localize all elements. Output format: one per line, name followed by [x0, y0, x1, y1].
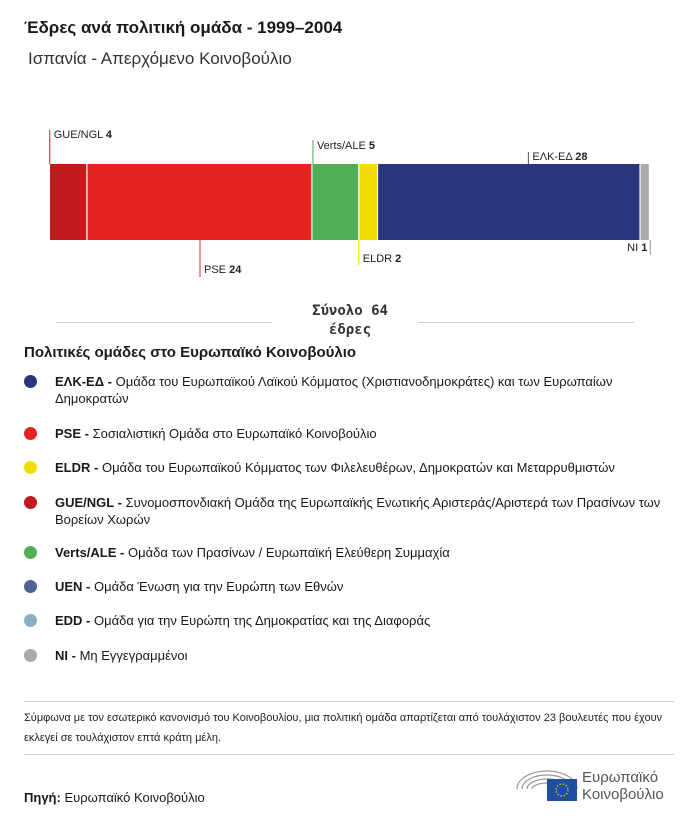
- legend-dot: [24, 427, 37, 440]
- bar-segment-NI: [640, 164, 649, 240]
- legend-item: NI - Μη Εγγεγραμμένοι: [24, 647, 674, 664]
- divider: [24, 754, 674, 755]
- legend-abbr: GUE/NGL -: [55, 495, 122, 510]
- segment-name: ΕΛΚ-ΕΔ: [532, 151, 575, 163]
- legend-desc: Σοσιαλιστική Ομάδα στο Ευρωπαϊκό Κοινοβο…: [88, 426, 377, 441]
- segment-value: 1: [641, 242, 647, 254]
- legend-text: Verts/ALE - Ομάδα των Πρασίνων / Ευρωπαϊ…: [55, 544, 450, 561]
- legend-desc: Ομάδα του Ευρωπαϊκού Λαϊκού Κόμματος (Χρ…: [55, 374, 613, 406]
- legend-abbr: EDD -: [55, 613, 91, 628]
- bar-segment-GUE/NGL: [50, 164, 87, 240]
- segment-label: ELDR 2: [363, 253, 402, 265]
- segment-name: ELDR: [363, 253, 395, 265]
- legend-item: GUE/NGL - Συνομοσπονδιακή Ομάδα της Ευρω…: [24, 494, 674, 528]
- legend-item: Verts/ALE - Ομάδα των Πρασίνων / Ευρωπαϊ…: [24, 544, 674, 561]
- legend-abbr: ΕΛΚ-ΕΔ -: [55, 374, 113, 389]
- segment-value: 2: [395, 253, 401, 265]
- legend-dot: [24, 649, 37, 662]
- legend-item: UEN - Ομάδα Ένωση για την Ευρώπη των Εθν…: [24, 578, 674, 595]
- logo-line2: Κοινοβούλιο: [582, 786, 664, 803]
- divider: [56, 322, 272, 323]
- segment-value: 5: [369, 140, 375, 152]
- footnote: Σύμφωνα με τον εσωτερικό κανονισμό του Κ…: [24, 712, 663, 744]
- legend-text: GUE/NGL - Συνομοσπονδιακή Ομάδα της Ευρω…: [55, 494, 674, 528]
- legend-item: PSE - Σοσιαλιστική Ομάδα στο Ευρωπαϊκό Κ…: [24, 425, 674, 442]
- legend-text: UEN - Ομάδα Ένωση για την Ευρώπη των Εθν…: [55, 578, 343, 595]
- legend-text: ELDR - Ομάδα του Ευρωπαϊκού Κόμματος των…: [55, 459, 615, 476]
- divider: [24, 701, 674, 702]
- legend-desc: Ομάδα των Πρασίνων / Ευρωπαϊκή Ελεύθερη …: [124, 545, 450, 560]
- segment-value: 4: [106, 129, 113, 141]
- logo-text: Ευρωπαϊκό Κοινοβούλιο: [582, 769, 664, 803]
- legend-dot: [24, 496, 37, 509]
- legend-abbr: NI -: [55, 648, 76, 663]
- source: Πηγή: Ευρωπαϊκό Κοινοβούλιο: [24, 790, 205, 805]
- legend-dot: [24, 375, 37, 388]
- segment-label: Verts/ALE 5: [317, 140, 375, 152]
- legend-text: NI - Μη Εγγεγραμμένοι: [55, 647, 188, 664]
- total-unit: έδρες: [328, 322, 372, 338]
- legend-desc: Ομάδα του Ευρωπαϊκού Κόμματος των Φιλελε…: [98, 460, 615, 475]
- legend-dot: [24, 614, 37, 627]
- total-seats: Σύνολο 64 έδρες: [280, 302, 420, 340]
- legend-desc: Συνομοσπονδιακή Ομάδα της Ευρωπαϊκής Ενω…: [55, 495, 661, 527]
- bar-segment-ELDR: [359, 164, 377, 240]
- segment-value: 28: [575, 151, 587, 163]
- legend-text: EDD - Ομάδα για την Ευρώπη της Δημοκρατί…: [55, 612, 430, 629]
- legend-dot: [24, 461, 37, 474]
- legend-desc: Μη Εγγεγραμμένοι: [75, 648, 188, 663]
- legend-item: EDD - Ομάδα για την Ευρώπη της Δημοκρατί…: [24, 612, 674, 629]
- segment-label: GUE/NGL 4: [54, 129, 113, 141]
- bar-segment-PSE: [87, 164, 312, 240]
- legend-text: PSE - Σοσιαλιστική Ομάδα στο Ευρωπαϊκό Κ…: [55, 425, 377, 442]
- segment-value: 24: [229, 264, 242, 276]
- legend-abbr: Verts/ALE -: [55, 545, 125, 560]
- bar-segment-Verts/ALE: [312, 164, 359, 240]
- legend-abbr: ELDR -: [55, 460, 99, 475]
- segment-label: ΕΛΚ-ΕΔ 28: [532, 151, 587, 163]
- divider: [418, 322, 634, 323]
- legend-desc: Ομάδα Ένωση για την Ευρώπη των Εθνών: [90, 579, 344, 594]
- source-value: Ευρωπαϊκό Κοινοβούλιο: [60, 790, 205, 805]
- segment-name: NI: [627, 242, 641, 254]
- legend-item: ΕΛΚ-ΕΔ - Ομάδα του Ευρωπαϊκού Λαϊκού Κόμ…: [24, 373, 674, 407]
- segment-name: GUE/NGL: [54, 129, 106, 141]
- legend-item: ELDR - Ομάδα του Ευρωπαϊκού Κόμματος των…: [24, 459, 674, 476]
- source-label: Πηγή:: [24, 790, 61, 805]
- chart-title: Έδρες ανά πολιτική ομάδα - 1999–2004: [24, 18, 343, 37]
- legend-title: Πολιτικές ομάδες στο Ευρωπαϊκό Κοινοβούλ…: [24, 344, 357, 361]
- legend-dot: [24, 580, 37, 593]
- segment-label: NI 1: [627, 242, 647, 254]
- segment-name: PSE: [204, 264, 229, 276]
- segment-name: Verts/ALE: [317, 140, 369, 152]
- chart-subtitle: Ισπανία - Απερχόμενο Κοινοβούλιο: [28, 49, 292, 68]
- legend-abbr: UEN -: [55, 579, 91, 594]
- segment-label: PSE 24: [204, 264, 242, 276]
- bar-segment-ΕΛΚ-ΕΔ: [378, 164, 640, 240]
- logo-line1: Ευρωπαϊκό: [582, 769, 659, 786]
- european-parliament-logo: [516, 770, 578, 801]
- legend-abbr: PSE -: [55, 426, 89, 441]
- legend-text: ΕΛΚ-ΕΔ - Ομάδα του Ευρωπαϊκού Λαϊκού Κόμ…: [55, 373, 674, 407]
- legend-desc: Ομάδα για την Ευρώπη της Δημοκρατίας και…: [90, 613, 431, 628]
- legend-dot: [24, 546, 37, 559]
- total-label: Σύνολο 64: [312, 303, 388, 319]
